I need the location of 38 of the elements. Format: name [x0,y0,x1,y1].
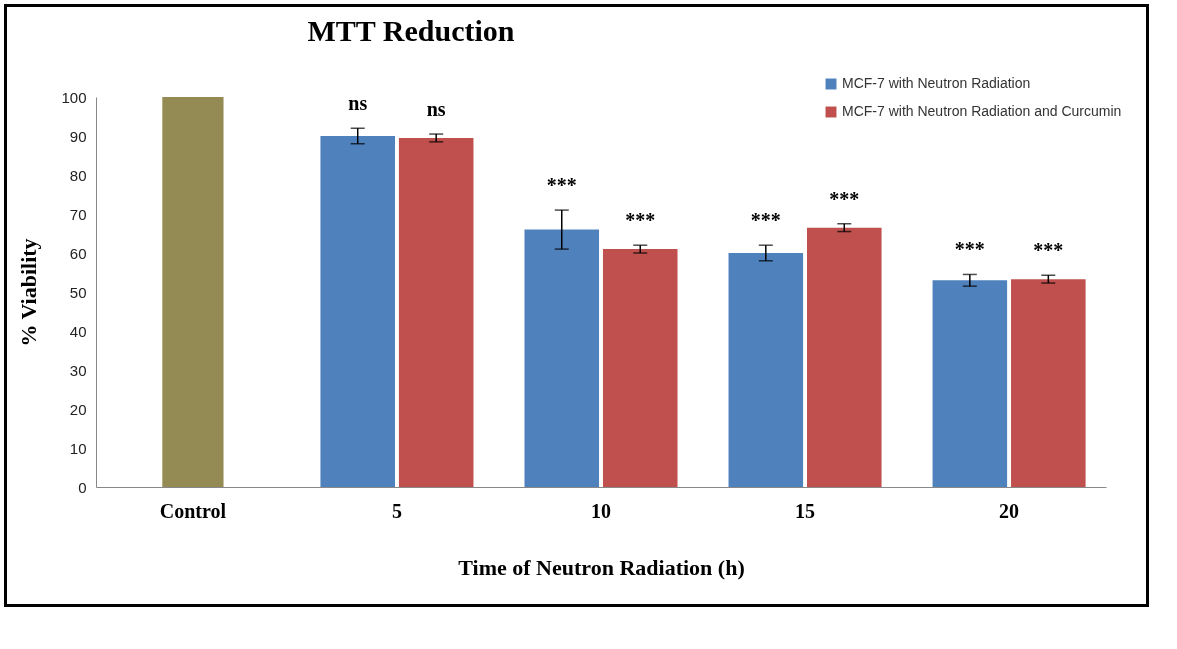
bar [602,249,678,487]
y-tick-label: 30 [69,361,87,379]
bar [162,97,224,487]
bar [932,280,1008,487]
y-tick-label: 50 [69,283,87,301]
legend-label: MCF-7 with Neutron Radiation and Curcumin [842,103,1122,119]
bar [320,136,395,487]
y-tick-label: 100 [61,88,87,106]
y-tick-label: 0 [78,478,87,496]
y-tick-label: 10 [69,439,87,457]
x-tick-label: 15 [795,499,816,522]
annotation: ns [426,98,446,121]
bar [398,137,474,487]
x-axis-title: Time of Neutron Radiation (h) [458,554,745,580]
annotation: *** [954,238,985,261]
y-tick-label: 80 [69,166,87,184]
y-tick-label: 60 [69,244,87,262]
bar [728,253,804,487]
chart-title: MTT Reduction [307,14,515,47]
bar [1011,279,1086,487]
x-tick-label: 5 [391,499,402,522]
annotation: *** [829,187,860,210]
y-axis-title: % Viability [16,238,42,347]
x-tick-label: 20 [999,499,1020,522]
annotation: *** [625,209,656,232]
y-tick-label: 90 [69,127,87,145]
y-tick-label: 20 [69,400,87,418]
bar [524,229,600,487]
annotation: *** [1033,239,1064,262]
y-tick-label: 70 [69,205,87,223]
bar [807,227,882,487]
y-tick-label: 40 [69,322,87,340]
x-tick-label: 10 [591,499,611,522]
annotation: *** [546,174,577,197]
x-tick-label: Control [159,499,227,522]
legend-label: MCF-7 with Neutron Radiation [842,75,1031,91]
annotation: *** [750,209,781,232]
annotation: ns [348,92,368,115]
